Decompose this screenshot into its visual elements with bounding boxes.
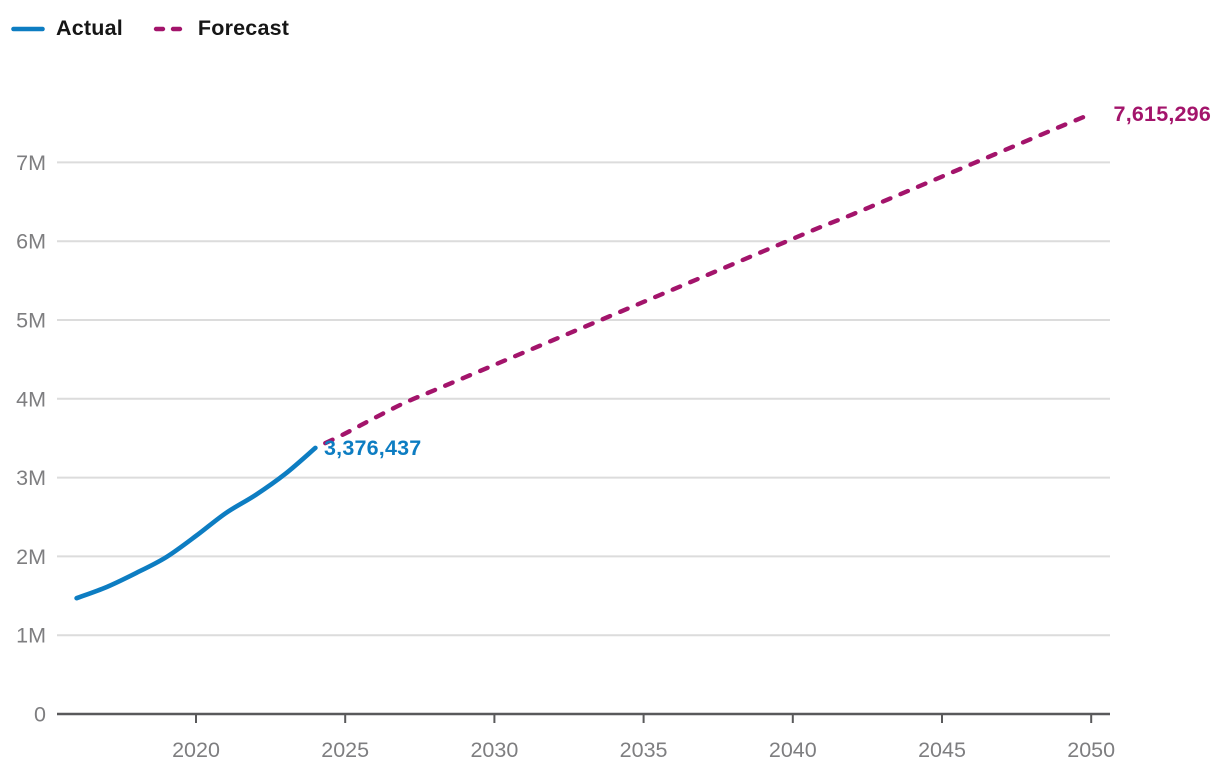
actual-line	[74, 445, 318, 601]
x-axis-label: 2030	[470, 738, 518, 762]
solid-line-swatch-icon	[11, 26, 45, 31]
legend: Actual Forecast	[11, 16, 289, 41]
actual-end-value-label: 3,376,437	[324, 436, 422, 460]
y-axis-label: 5M	[16, 309, 46, 333]
legend-label-forecast: Forecast	[197, 16, 290, 40]
dashed-line-swatch-icon	[153, 26, 187, 31]
y-axis-label: 3M	[16, 466, 46, 490]
forecast-line	[313, 111, 1094, 451]
legend-item-forecast: Forecast	[153, 16, 289, 41]
x-axis-label: 2020	[172, 738, 220, 762]
x-axis-label: 2040	[769, 738, 817, 762]
y-axis-label: 2M	[16, 545, 46, 569]
legend-label-actual: Actual	[56, 16, 123, 40]
x-axis-label: 2025	[321, 738, 369, 762]
y-axis-label: 4M	[16, 387, 46, 411]
forecast-end-value-label: 7,615,296	[1113, 102, 1211, 126]
legend-item-actual: Actual	[11, 16, 123, 41]
x-axis-label: 2050	[1067, 738, 1115, 762]
x-axis-label: 2045	[918, 738, 966, 762]
y-axis-label: 1M	[16, 624, 46, 648]
x-axis-label: 2035	[620, 738, 668, 762]
y-axis-label: 7M	[16, 151, 46, 175]
y-axis-label: 0	[34, 703, 46, 727]
y-axis-label: 6M	[16, 230, 46, 254]
